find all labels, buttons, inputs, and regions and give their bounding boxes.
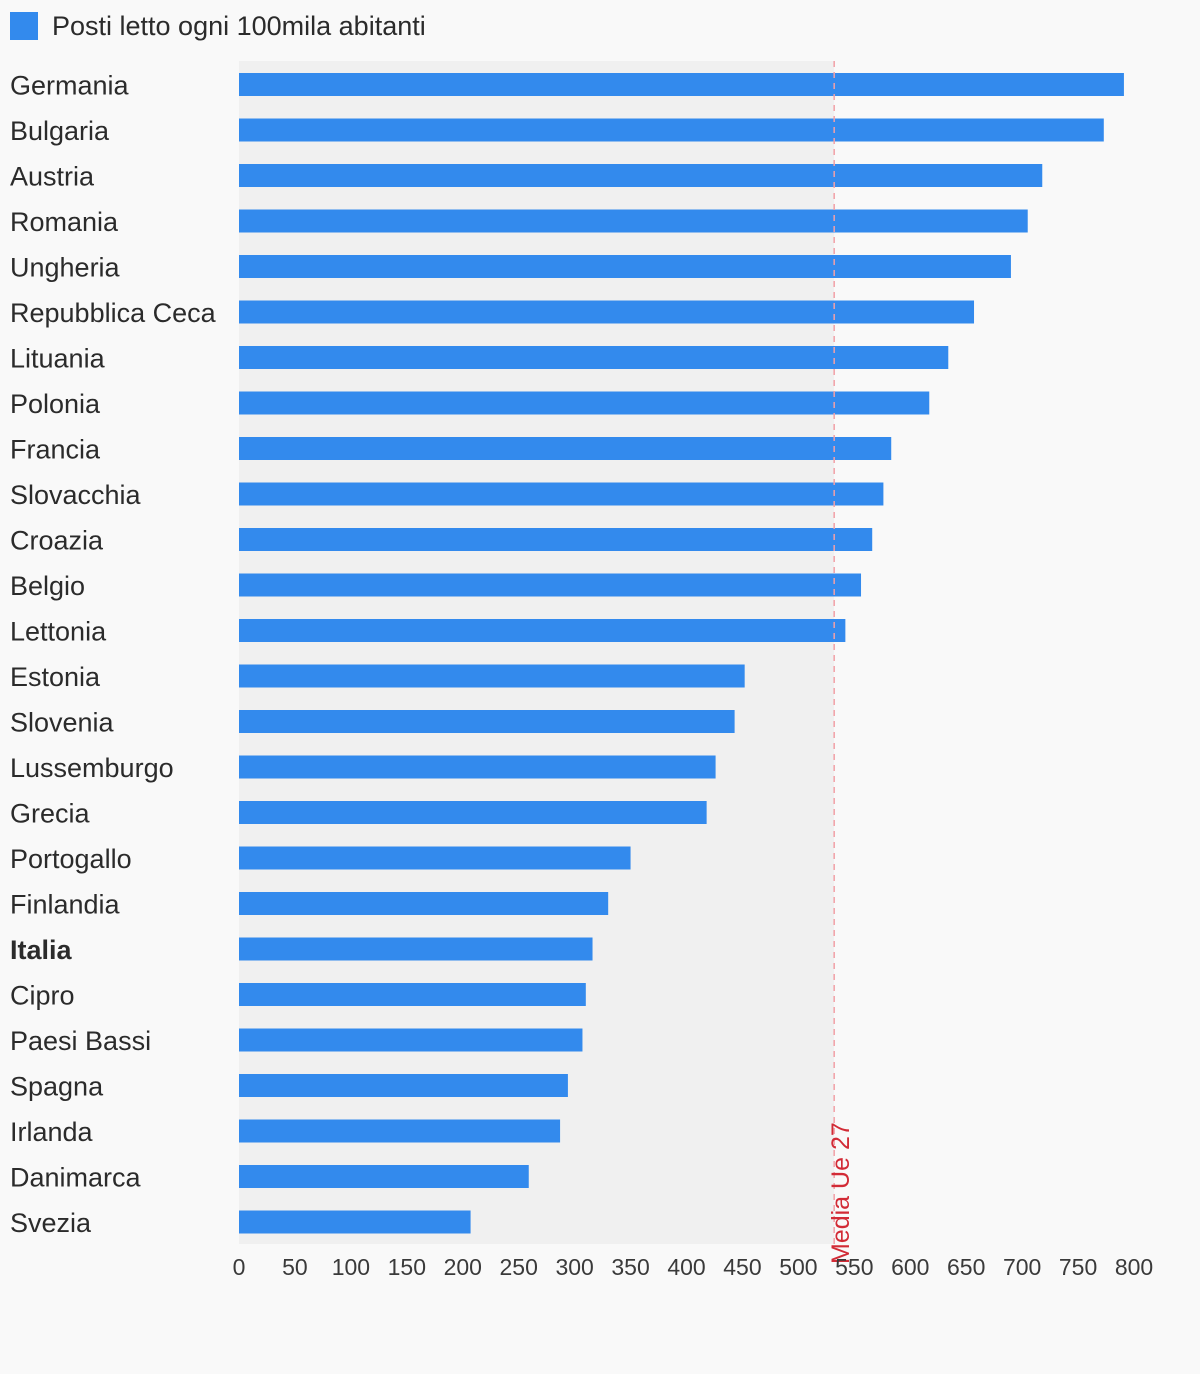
category-label: Estonia	[10, 662, 101, 692]
below-average-region	[239, 61, 835, 1244]
legend-swatch	[10, 12, 38, 40]
bar-austria	[239, 164, 1043, 187]
legend-label: Posti letto ogni 100mila abitanti	[52, 10, 426, 41]
bar-estonia	[239, 664, 745, 688]
category-label: Lussemburgo	[10, 753, 174, 783]
category-label: Belgio	[10, 571, 85, 601]
bar-irlanda	[239, 1119, 561, 1143]
category-label: Repubblica Ceca	[10, 298, 217, 328]
x-tick-label: 350	[611, 1254, 649, 1280]
bar-lettonia	[239, 619, 846, 642]
bar-finlandia	[239, 892, 609, 915]
x-tick-label: 600	[891, 1254, 929, 1280]
bar-lituania	[239, 346, 949, 369]
category-label: Irlanda	[10, 1117, 94, 1147]
x-tick-label: 100	[332, 1254, 370, 1280]
bar-paesi-bassi	[239, 1028, 583, 1052]
category-label: Spagna	[10, 1072, 104, 1102]
bar-cipro	[239, 983, 586, 1006]
category-label: Grecia	[10, 799, 91, 829]
bar-lussemburgo	[239, 755, 716, 779]
x-tick-label: 400	[667, 1254, 705, 1280]
category-label: Slovacchia	[10, 480, 142, 510]
x-tick-label: 250	[500, 1254, 538, 1280]
category-label: Austria	[10, 162, 95, 192]
x-tick-label: 650	[947, 1254, 985, 1280]
category-label: Slovenia	[10, 708, 115, 738]
category-label: Francia	[10, 435, 101, 465]
x-tick-label: 550	[835, 1254, 873, 1280]
bar-ungheria	[239, 255, 1011, 278]
bar-spagna	[239, 1074, 568, 1097]
bar-portogallo	[239, 846, 631, 870]
bar-svezia	[239, 1210, 471, 1234]
x-tick-label: 800	[1115, 1254, 1153, 1280]
bar-germania	[239, 73, 1124, 96]
x-tick-label: 0	[233, 1254, 246, 1280]
x-tick-label: 150	[388, 1254, 426, 1280]
bar-danimarca	[239, 1165, 529, 1188]
average-reference-label: Media Ue 27	[827, 1122, 855, 1264]
category-label: Ungheria	[10, 253, 121, 283]
bar-italia	[239, 937, 593, 961]
bar-belgio	[239, 573, 862, 597]
legend: Posti letto ogni 100mila abitanti	[10, 9, 426, 43]
category-label: Lituania	[10, 344, 106, 374]
category-label: Lettonia	[10, 617, 107, 647]
bar-bulgaria	[239, 118, 1104, 142]
category-label: Finlandia	[10, 890, 121, 920]
x-tick-label: 500	[779, 1254, 817, 1280]
category-label: Italia	[10, 935, 73, 965]
bar-francia	[239, 437, 892, 460]
x-tick-label: 200	[444, 1254, 482, 1280]
bar-croazia	[239, 528, 873, 551]
bar-romania	[239, 209, 1028, 233]
category-label: Bulgaria	[10, 116, 110, 146]
bar-grecia	[239, 801, 707, 824]
category-label: Germania	[10, 71, 130, 101]
category-label: Portogallo	[10, 844, 132, 874]
category-label: Svezia	[10, 1208, 92, 1238]
category-label: Romania	[10, 207, 119, 237]
bar-repubblica-ceca	[239, 300, 975, 324]
bar-slovenia	[239, 710, 735, 733]
bar-polonia	[239, 391, 930, 415]
category-label: Cipro	[10, 981, 75, 1011]
x-tick-label: 450	[723, 1254, 761, 1280]
bar-slovacchia	[239, 482, 884, 506]
category-label: Danimarca	[10, 1163, 142, 1193]
x-tick-label: 300	[555, 1254, 593, 1280]
category-label: Polonia	[10, 389, 101, 419]
category-label: Croazia	[10, 526, 104, 556]
x-tick-label: 750	[1059, 1254, 1097, 1280]
x-tick-label: 50	[282, 1254, 308, 1280]
category-label: Paesi Bassi	[10, 1026, 151, 1056]
x-tick-label: 700	[1003, 1254, 1041, 1280]
